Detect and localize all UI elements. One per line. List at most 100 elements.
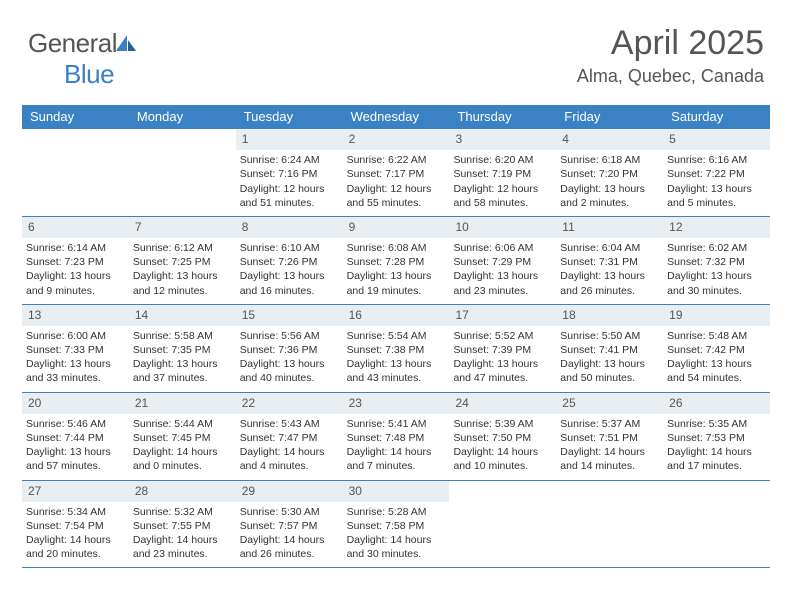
sunset-text: Sunset: 7:29 PM (453, 255, 552, 269)
sunrise-text: Sunrise: 6:10 AM (240, 241, 339, 255)
day-cell: 9Sunrise: 6:08 AMSunset: 7:28 PMDaylight… (343, 217, 450, 304)
sunrise-text: Sunrise: 6:00 AM (26, 329, 125, 343)
day-cell: . (449, 481, 556, 568)
sunrise-text: Sunrise: 6:18 AM (560, 153, 659, 167)
sunset-text: Sunset: 7:36 PM (240, 343, 339, 357)
title-block: April 2025 Alma, Quebec, Canada (577, 26, 764, 87)
sunset-text: Sunset: 7:19 PM (453, 167, 552, 181)
sunset-text: Sunset: 7:39 PM (453, 343, 552, 357)
day-cell: 4Sunrise: 6:18 AMSunset: 7:20 PMDaylight… (556, 129, 663, 216)
brand-sail-icon (115, 34, 137, 52)
daylight-text: Daylight: 12 hours and 58 minutes. (453, 182, 552, 210)
sunset-text: Sunset: 7:44 PM (26, 431, 125, 445)
sunset-text: Sunset: 7:33 PM (26, 343, 125, 357)
day-cell: . (129, 129, 236, 216)
day-number: 12 (663, 217, 770, 238)
day-cell: 28Sunrise: 5:32 AMSunset: 7:55 PMDayligh… (129, 481, 236, 568)
sunrise-text: Sunrise: 5:37 AM (560, 417, 659, 431)
daylight-text: Daylight: 13 hours and 16 minutes. (240, 269, 339, 297)
sunrise-text: Sunrise: 6:02 AM (667, 241, 766, 255)
day-number: 2 (343, 129, 450, 150)
day-cell: 7Sunrise: 6:12 AMSunset: 7:25 PMDaylight… (129, 217, 236, 304)
day-number: 15 (236, 305, 343, 326)
day-cell: 12 Sunrise: 6:02 AMSunset: 7:32 PMDayligh… (663, 217, 770, 304)
day-cell: 3Sunrise: 6:20 AMSunset: 7:19 PMDaylight… (449, 129, 556, 216)
sunrise-text: Sunrise: 5:56 AM (240, 329, 339, 343)
daylight-text: Daylight: 13 hours and 30 minutes. (667, 269, 766, 297)
sunrise-text: Sunrise: 5:50 AM (560, 329, 659, 343)
day-number: 27 (22, 481, 129, 502)
sunset-text: Sunset: 7:22 PM (667, 167, 766, 181)
day-number: 18 (556, 305, 663, 326)
sunset-text: Sunset: 7:35 PM (133, 343, 232, 357)
sunrise-text: Sunrise: 6:12 AM (133, 241, 232, 255)
sunset-text: Sunset: 7:47 PM (240, 431, 339, 445)
day-number: 28 (129, 481, 236, 502)
sunrise-text: Sunrise: 5:34 AM (26, 505, 125, 519)
day-cell: 19Sunrise: 5:48 AMSunset: 7:42 PMDayligh… (663, 305, 770, 392)
week-row: 13Sunrise: 6:00 AMSunset: 7:33 PMDayligh… (22, 305, 770, 393)
daylight-text: Daylight: 13 hours and 40 minutes. (240, 357, 339, 385)
weekday-header: Friday (556, 105, 663, 129)
daylight-text: Daylight: 13 hours and 43 minutes. (347, 357, 446, 385)
day-number: 25 (556, 393, 663, 414)
sunrise-text: Sunrise: 5:46 AM (26, 417, 125, 431)
weekday-header: Sunday (22, 105, 129, 129)
sunrise-text: Sunrise: 5:41 AM (347, 417, 446, 431)
daylight-text: Daylight: 13 hours and 57 minutes. (26, 445, 125, 473)
sunset-text: Sunset: 7:53 PM (667, 431, 766, 445)
day-cell: 6Sunrise: 6:14 AMSunset: 7:23 PMDaylight… (22, 217, 129, 304)
daylight-text: Daylight: 14 hours and 7 minutes. (347, 445, 446, 473)
weekday-header: Tuesday (236, 105, 343, 129)
daylight-text: Daylight: 13 hours and 9 minutes. (26, 269, 125, 297)
month-title: April 2025 (577, 26, 764, 60)
sunrise-text: Sunrise: 6:22 AM (347, 153, 446, 167)
day-cell: 20Sunrise: 5:46 AMSunset: 7:44 PMDayligh… (22, 393, 129, 480)
day-cell: 23 Sunrise: 5:41 AMSunset: 7:48 PMDayligh… (343, 393, 450, 480)
sunrise-text: Sunrise: 5:32 AM (133, 505, 232, 519)
sunrise-text: Sunrise: 6:14 AM (26, 241, 125, 255)
sunset-text: Sunset: 7:28 PM (347, 255, 446, 269)
daylight-text: Daylight: 14 hours and 4 minutes. (240, 445, 339, 473)
week-row: ..1Sunrise: 6:24 AMSunset: 7:16 PMDaylig… (22, 129, 770, 217)
daylight-text: Daylight: 12 hours and 51 minutes. (240, 182, 339, 210)
sunset-text: Sunset: 7:48 PM (347, 431, 446, 445)
weekday-header-row: SundayMondayTuesdayWednesdayThursdayFrid… (22, 105, 770, 129)
sunrise-text: Sunrise: 6:08 AM (347, 241, 446, 255)
day-cell: 27Sunrise: 5:34 AMSunset: 7:54 PMDayligh… (22, 481, 129, 568)
daylight-text: Daylight: 13 hours and 5 minutes. (667, 182, 766, 210)
day-number: 23 (343, 393, 450, 414)
daylight-text: Daylight: 13 hours and 19 minutes. (347, 269, 446, 297)
sunset-text: Sunset: 7:16 PM (240, 167, 339, 181)
daylight-text: Daylight: 12 hours and 55 minutes. (347, 182, 446, 210)
day-number: 8 (236, 217, 343, 238)
week-row: 27Sunrise: 5:34 AMSunset: 7:54 PMDayligh… (22, 481, 770, 569)
day-number: 6 (22, 217, 129, 238)
day-cell: 17Sunrise: 5:52 AMSunset: 7:39 PMDayligh… (449, 305, 556, 392)
sunset-text: Sunset: 7:31 PM (560, 255, 659, 269)
sunset-text: Sunset: 7:57 PM (240, 519, 339, 533)
daylight-text: Daylight: 14 hours and 14 minutes. (560, 445, 659, 473)
daylight-text: Daylight: 14 hours and 30 minutes. (347, 533, 446, 561)
sunset-text: Sunset: 7:32 PM (667, 255, 766, 269)
day-cell: 10Sunrise: 6:06 AMSunset: 7:29 PMDayligh… (449, 217, 556, 304)
day-cell: 30Sunrise: 5:28 AMSunset: 7:58 PMDayligh… (343, 481, 450, 568)
daylight-text: Daylight: 13 hours and 54 minutes. (667, 357, 766, 385)
weekday-header: Saturday (663, 105, 770, 129)
sunrise-text: Sunrise: 5:52 AM (453, 329, 552, 343)
day-number: 3 (449, 129, 556, 150)
sunrise-text: Sunrise: 6:04 AM (560, 241, 659, 255)
brand-part2: Blue (28, 59, 114, 89)
day-cell: 14Sunrise: 5:58 AMSunset: 7:35 PMDayligh… (129, 305, 236, 392)
sunrise-text: Sunrise: 5:44 AM (133, 417, 232, 431)
daylight-text: Daylight: 13 hours and 50 minutes. (560, 357, 659, 385)
sunset-text: Sunset: 7:38 PM (347, 343, 446, 357)
sunrise-text: Sunrise: 5:35 AM (667, 417, 766, 431)
daylight-text: Daylight: 14 hours and 10 minutes. (453, 445, 552, 473)
daylight-text: Daylight: 14 hours and 17 minutes. (667, 445, 766, 473)
week-row: 6Sunrise: 6:14 AMSunset: 7:23 PMDaylight… (22, 217, 770, 305)
sunset-text: Sunset: 7:51 PM (560, 431, 659, 445)
day-number: 4 (556, 129, 663, 150)
weekday-header: Wednesday (343, 105, 450, 129)
day-number: 22 (236, 393, 343, 414)
